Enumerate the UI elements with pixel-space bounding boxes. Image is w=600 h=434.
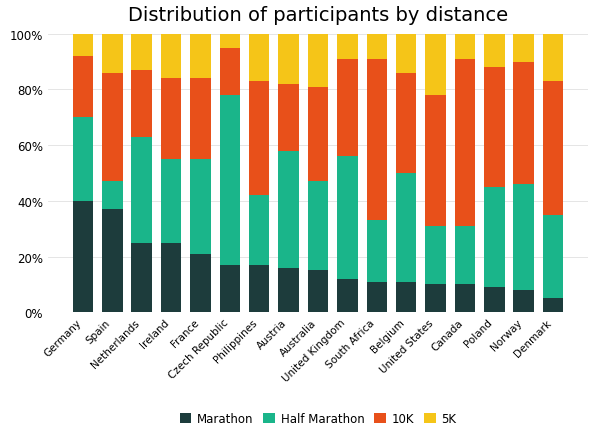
Bar (73, 35, 93, 57)
Bar (484, 68, 505, 187)
Bar (131, 243, 152, 312)
Bar (249, 35, 269, 82)
Bar (161, 35, 181, 79)
Bar (249, 265, 269, 312)
Title: Distribution of participants by distance: Distribution of participants by distance (128, 6, 508, 25)
Bar (190, 35, 211, 79)
Bar (278, 85, 299, 151)
Bar (190, 254, 211, 312)
Bar (396, 174, 416, 282)
Bar (396, 35, 416, 74)
Bar (102, 210, 122, 312)
Bar (337, 157, 358, 279)
Bar (73, 57, 93, 118)
Bar (249, 82, 269, 196)
Bar (514, 35, 534, 62)
Bar (161, 79, 181, 160)
Bar (190, 160, 211, 254)
Bar (455, 285, 475, 312)
Bar (484, 187, 505, 287)
Bar (425, 35, 446, 96)
Bar (308, 88, 328, 182)
Legend: Marathon, Half Marathon, 10K, 5K: Marathon, Half Marathon, 10K, 5K (175, 407, 461, 430)
Bar (455, 35, 475, 60)
Bar (367, 282, 387, 312)
Bar (308, 271, 328, 312)
Bar (73, 118, 93, 201)
Bar (337, 35, 358, 60)
Bar (190, 79, 211, 160)
Bar (514, 290, 534, 312)
Bar (220, 35, 240, 49)
Bar (308, 35, 328, 88)
Bar (131, 138, 152, 243)
Bar (543, 82, 563, 215)
Bar (514, 62, 534, 185)
Bar (425, 227, 446, 285)
Bar (543, 299, 563, 312)
Bar (425, 285, 446, 312)
Bar (161, 243, 181, 312)
Bar (425, 96, 446, 227)
Bar (278, 151, 299, 268)
Bar (102, 182, 122, 210)
Bar (102, 74, 122, 182)
Bar (367, 221, 387, 282)
Bar (220, 49, 240, 96)
Bar (131, 71, 152, 138)
Bar (278, 268, 299, 312)
Bar (396, 74, 416, 174)
Bar (543, 35, 563, 82)
Bar (396, 282, 416, 312)
Bar (367, 35, 387, 60)
Bar (161, 160, 181, 243)
Bar (367, 60, 387, 221)
Bar (131, 35, 152, 71)
Bar (220, 96, 240, 265)
Bar (455, 227, 475, 285)
Bar (543, 215, 563, 299)
Bar (308, 182, 328, 271)
Bar (102, 35, 122, 74)
Bar (337, 279, 358, 312)
Bar (220, 265, 240, 312)
Bar (337, 60, 358, 157)
Bar (278, 35, 299, 85)
Bar (484, 287, 505, 312)
Bar (249, 196, 269, 265)
Bar (455, 60, 475, 227)
Bar (514, 185, 534, 290)
Bar (73, 201, 93, 312)
Bar (484, 35, 505, 68)
